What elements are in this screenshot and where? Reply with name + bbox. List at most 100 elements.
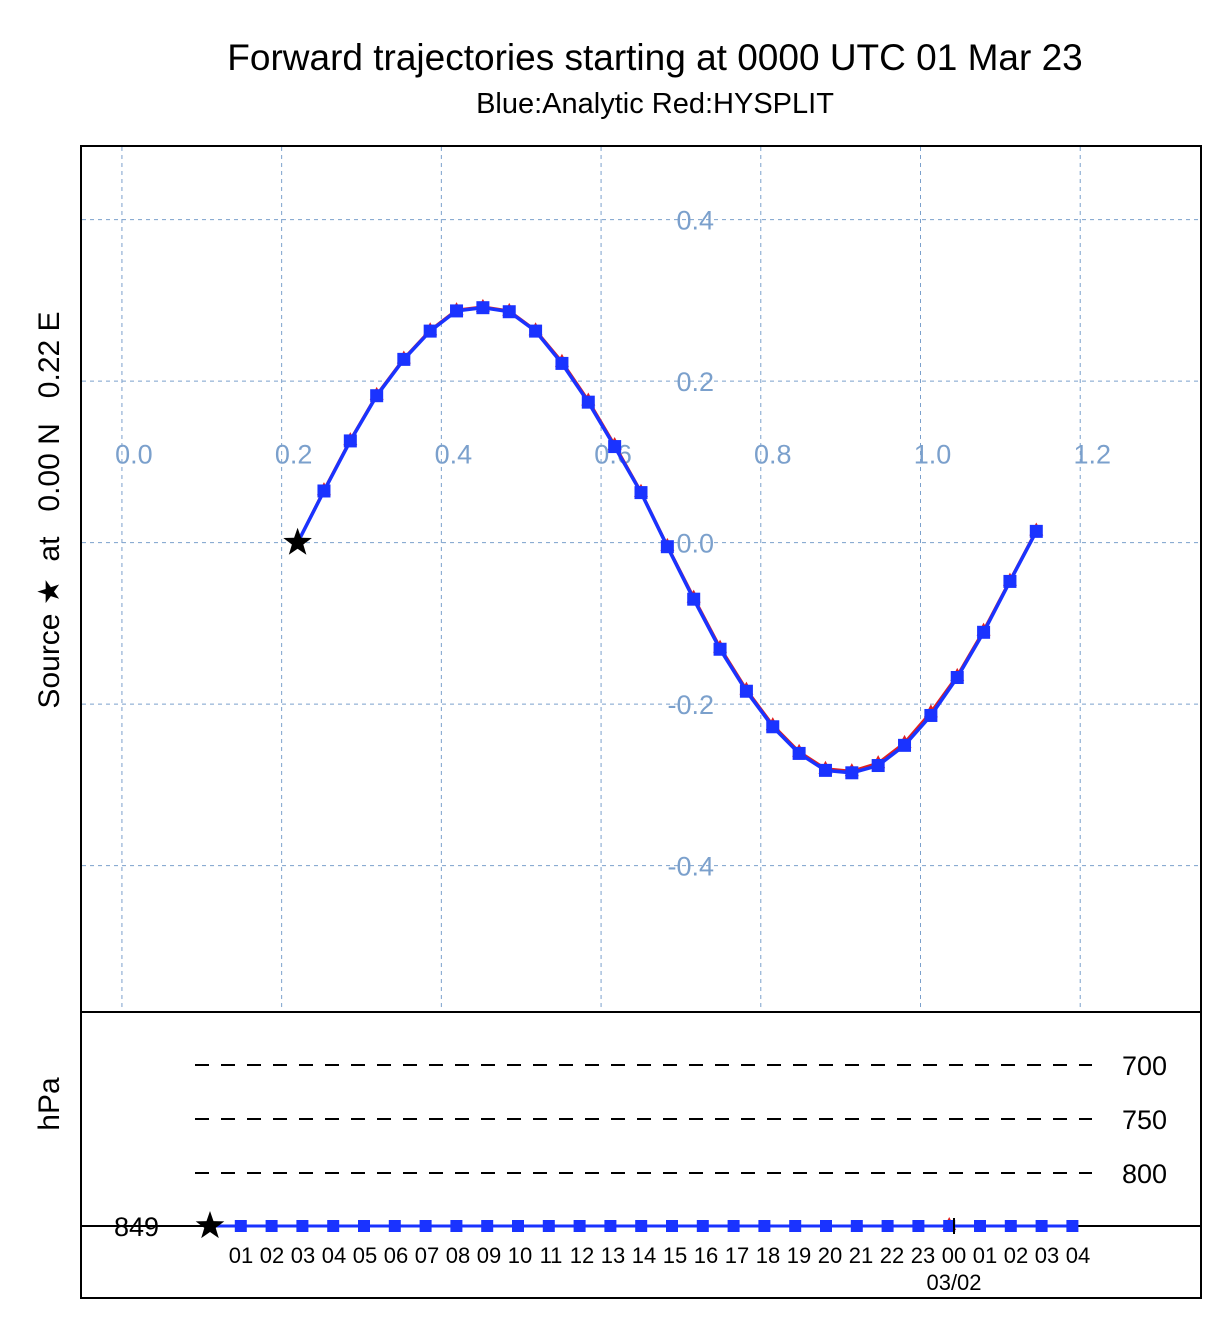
analytic-point: [608, 440, 622, 454]
source-star-icon: [195, 1211, 225, 1239]
analytic-profile-point: [1066, 1220, 1079, 1232]
time-tick-label: 03: [291, 1243, 315, 1268]
analytic-profile-point: [758, 1220, 771, 1232]
analytic-profile-point: [820, 1220, 832, 1232]
time-tick-label: 10: [508, 1243, 532, 1268]
x-tick-label: 0.2: [275, 440, 313, 470]
analytic-profile-point: [450, 1220, 463, 1232]
time-tick-label: 20: [818, 1243, 842, 1268]
analytic-point: [555, 356, 569, 370]
analytic-point: [739, 684, 753, 698]
analytic-point: [950, 671, 964, 685]
pressure-level-label: 700: [1122, 1051, 1167, 1081]
analytic-profile-point: [635, 1220, 648, 1232]
analytic-profile-point: [789, 1220, 802, 1232]
x-tick-label: 0.4: [435, 440, 473, 470]
trajectory-map-panel: 0.0 0.2 0.4 0.6 0.8 1.0 1.2 0.4 0.2 0.0 -0.2 -0.4: [80, 145, 1202, 1013]
analytic-point: [634, 486, 648, 500]
map-grid: [82, 147, 1200, 1011]
time-tick-label: 11: [540, 1243, 563, 1268]
analytic-profile-point: [850, 1220, 863, 1232]
analytic-profile-point: [696, 1220, 709, 1232]
analytic-profile-point: [573, 1220, 586, 1232]
analytic-point: [370, 389, 384, 403]
analytic-point: [845, 766, 859, 780]
analytic-profile-point: [881, 1220, 894, 1232]
analytic-point: [766, 720, 780, 734]
analytic-profile-point: [974, 1220, 986, 1232]
time-tick-label: 23: [911, 1243, 935, 1268]
analytic-profile-point: [234, 1220, 247, 1232]
time-tick-label: 05: [353, 1243, 377, 1268]
chart-subtitle: Blue:Analytic Red:HYSPLIT: [476, 88, 834, 120]
map-series: [283, 298, 1044, 780]
analytic-profile-point: [296, 1220, 309, 1232]
analytic-profile-point: [327, 1220, 340, 1232]
analytic-point: [713, 642, 727, 656]
analytic-point: [977, 625, 991, 639]
analytic-point: [397, 352, 411, 366]
time-tick-label: 02: [260, 1243, 284, 1268]
y-tick-label: 0.4: [676, 206, 714, 236]
source-star-icon: [283, 527, 312, 555]
x-tick-label: 1.2: [1073, 440, 1111, 470]
analytic-profile-point: [481, 1220, 494, 1232]
analytic-profile-point: [912, 1220, 925, 1232]
time-tick-label: 18: [756, 1243, 780, 1268]
analytic-point: [1029, 524, 1043, 538]
analytic-point: [818, 763, 832, 777]
y-tick-label: -0.2: [667, 690, 714, 720]
pressure-level-label: 800: [1122, 1159, 1167, 1189]
pressure-axis-label: hPa: [33, 1077, 66, 1131]
analytic-point: [476, 301, 490, 315]
analytic-point: [1003, 574, 1017, 588]
analytic-profile-point: [943, 1220, 956, 1232]
time-tick-label: 01: [229, 1243, 253, 1268]
x-tick-label: 1.0: [914, 440, 952, 470]
time-tick-label: 00: [942, 1243, 966, 1268]
time-tick-label: 08: [446, 1243, 470, 1268]
vertical-profile-svg: 700 750 800 849 01 02 03 04 05 06 07 08 09 10 11 12 13 14…: [82, 1051, 1200, 1295]
analytic-point: [660, 540, 674, 554]
y-axis-label: Source ★ at 0.00 N 0.22 E: [33, 311, 66, 709]
analytic-profile-point: [1004, 1220, 1017, 1232]
y-tick-label: 0.2: [676, 367, 714, 397]
analytic-point: [317, 484, 331, 498]
y-tick-label: 0.0: [676, 529, 714, 559]
time-tick-label: 22: [880, 1243, 904, 1268]
time-tick-label: 04: [322, 1243, 346, 1268]
time-tick-label: 03: [1035, 1243, 1059, 1268]
analytic-profile-point: [358, 1220, 370, 1232]
analytic-point: [898, 738, 912, 752]
analytic-point: [687, 592, 701, 606]
analytic-point: [423, 324, 437, 338]
analytic-point: [792, 746, 806, 760]
time-tick-label: 16: [694, 1243, 718, 1268]
analytic-point: [871, 759, 885, 773]
analytic-profile-point: [265, 1220, 278, 1232]
x-tick-label: 0.0: [115, 440, 153, 470]
analytic-point: [529, 324, 543, 338]
analytic-point: [502, 305, 516, 319]
analytic-point: [343, 434, 357, 448]
time-tick-label: 07: [415, 1243, 439, 1268]
time-tick-label: 12: [570, 1243, 594, 1268]
analytic-point: [924, 708, 938, 722]
time-tick-label: 04: [1066, 1243, 1090, 1268]
time-tick-label: 02: [1004, 1243, 1028, 1268]
analytic-profile-point: [727, 1220, 740, 1232]
time-tick-label: 15: [663, 1243, 687, 1268]
analytic-profile-point: [1035, 1220, 1048, 1232]
chart-title: Forward trajectories starting at 0000 UT…: [227, 37, 1083, 78]
source-level-label: 849: [114, 1212, 159, 1242]
analytic-point: [581, 395, 595, 409]
map-tick-labels: 0.0 0.2 0.4 0.6 0.8 1.0 1.20.40.20.0-0.2-0.4: [115, 206, 1111, 882]
time-tick-label: 14: [632, 1243, 656, 1268]
analytic-profile-point: [419, 1220, 432, 1232]
analytic-profile-point: [388, 1220, 401, 1232]
date-label: 03/02: [926, 1270, 981, 1295]
analytic-profile-point: [666, 1220, 678, 1232]
pressure-level-label: 750: [1122, 1105, 1167, 1135]
y-tick-label: -0.4: [667, 852, 714, 882]
time-tick-label: 17: [725, 1243, 749, 1268]
